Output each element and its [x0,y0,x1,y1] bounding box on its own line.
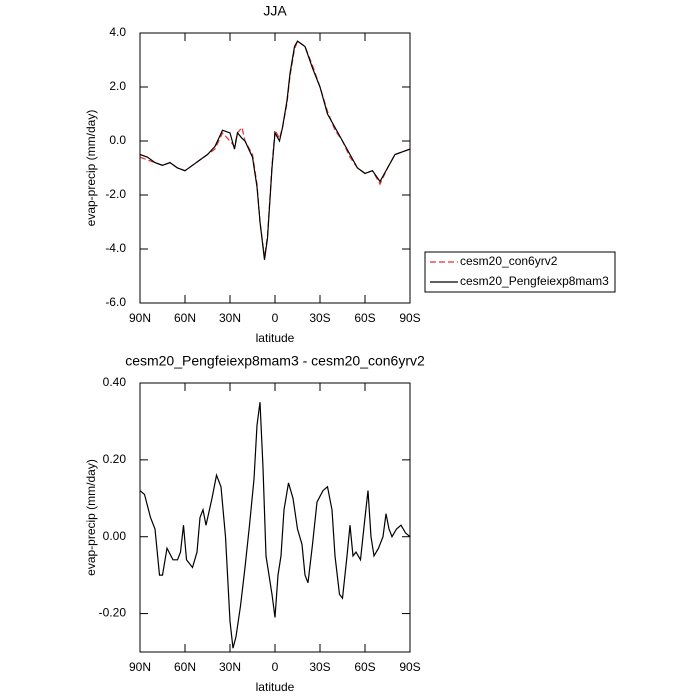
y-tick-label: 0.40 [103,375,127,389]
plot-frame [139,382,411,653]
x-axis-label: latitude [256,331,295,345]
y-tick-label: 0.20 [103,452,127,466]
x-axis-label: latitude [256,680,295,694]
y-tick-label: -6.0 [105,295,126,309]
plot: JJA latitude evap-precip (mm/day) 4.0 2.0 0.0… [84,3,616,345]
x-tick-label: 30S [309,311,330,325]
data-line [139,402,411,649]
x-tick-label: 90S [399,660,420,674]
y-tick-label: -0.20 [99,606,127,620]
x-tick-label: 90S [399,311,420,325]
y-tick-label: 0.00 [103,529,127,543]
chart-title: JJA [263,3,287,19]
plot-frame [139,32,411,304]
data-line [139,40,411,258]
y-axis-label: evap-precip (mm/day) [84,459,98,576]
y-tick-label: 2.0 [109,79,126,93]
y-tick-label: 4.0 [109,25,126,39]
x-tick-label: 30N [219,660,241,674]
y-tick-label: -2.0 [105,187,126,201]
y-axis-label: evap-precip (mm/day) [84,110,98,227]
x-tick-label: 60N [174,660,196,674]
legend-label: cesm20_Pengfeiexp8mam3 [460,274,609,288]
x-tick-label: 60S [354,660,375,674]
data-line [139,40,411,260]
y-tick-label: 0.0 [109,133,126,147]
x-tick-label: 60S [354,311,375,325]
legend: cesm20_con6yrv2 cesm20_Pengfeiexp8mam3 [424,251,616,293]
x-tick-label: 60N [174,311,196,325]
plot: cesm20_Pengfeiexp8mam3 - cesm20_con6yrv2… [84,353,425,694]
x-tick-label: 90N [129,311,151,325]
x-tick-label: 0 [272,660,279,674]
y-tick-label: -4.0 [105,241,126,255]
chart-title: cesm20_Pengfeiexp8mam3 - cesm20_con6yrv2 [125,353,425,369]
legend-box [424,251,616,293]
x-tick-label: 30N [219,311,241,325]
x-tick-label: 90N [129,660,151,674]
legend-label: cesm20_con6yrv2 [460,254,558,268]
x-tick-label: 0 [272,311,279,325]
x-tick-label: 30S [309,660,330,674]
